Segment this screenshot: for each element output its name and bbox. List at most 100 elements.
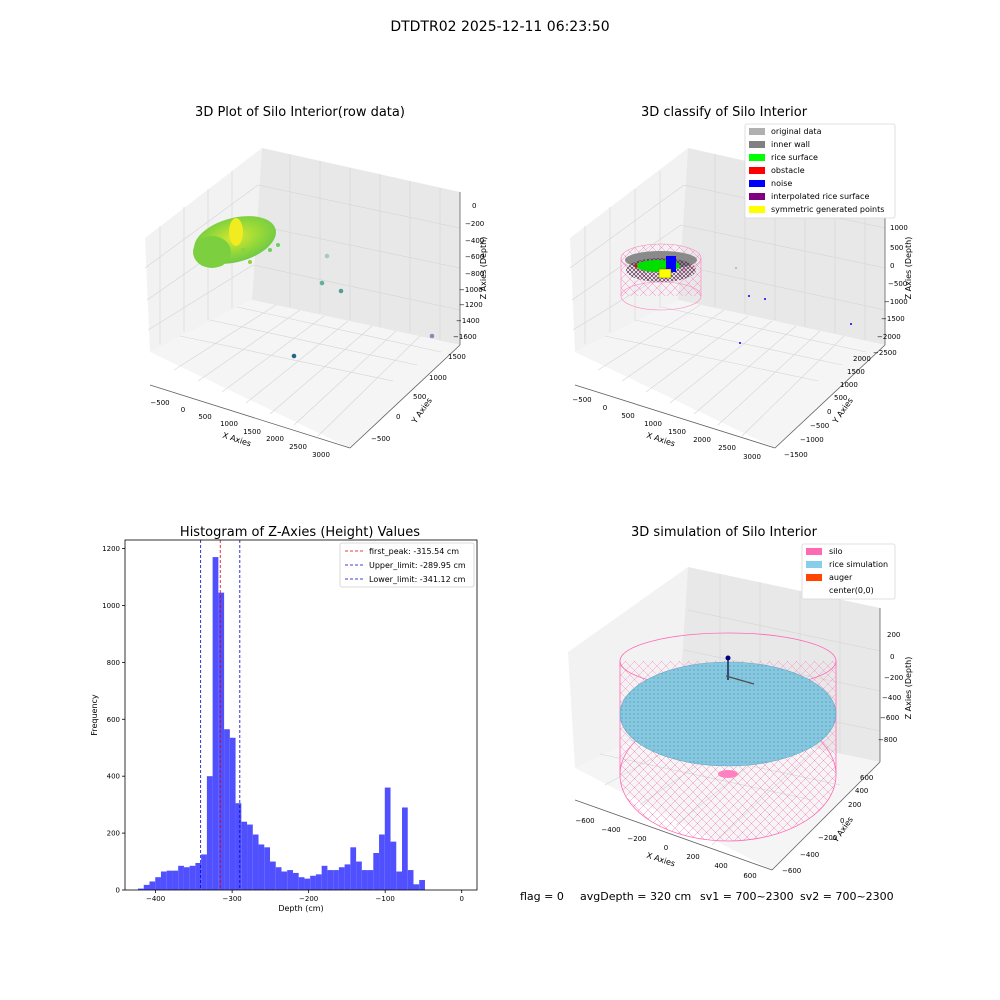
classify-xtick: 2000 <box>693 436 711 444</box>
classify-ytick: −1500 <box>784 451 808 459</box>
footer-sv1: sv1 = 700~2300 <box>700 890 794 903</box>
raw-xtick: 2500 <box>289 443 307 451</box>
sim-ytick: 400 <box>855 787 868 795</box>
raw-panes <box>145 148 460 448</box>
sim-xlabel: X Axies <box>645 851 676 869</box>
raw-ytick: 1000 <box>429 374 447 382</box>
raw-point <box>241 248 245 252</box>
raw-surface-bright <box>229 218 243 246</box>
hist-legend-label-upper: Upper_limit: -289.95 cm <box>369 561 466 570</box>
legend-swatch-noise <box>749 180 765 187</box>
hist-title: Histogram of Z-Axies (Height) Values <box>180 525 420 540</box>
hist-bar <box>350 847 357 890</box>
panel-raw-title: 3D Plot of Silo Interior(row data) <box>195 105 405 120</box>
panel-classify-title: 3D classify of Silo Interior <box>641 105 808 120</box>
hist-bar <box>344 864 351 890</box>
hist-bar <box>292 872 299 890</box>
hist-bar <box>229 737 236 890</box>
classify-ytick: 1000 <box>840 381 858 389</box>
classify-original-point <box>735 267 737 269</box>
legend-label-rice-surface: rice surface <box>771 153 818 162</box>
hist-xtick-label: −100 <box>376 895 395 903</box>
hist-x-ticks: −400 −300 −200 −100 0 <box>146 890 464 903</box>
classify-noise-point <box>850 323 852 325</box>
raw-point <box>291 353 297 359</box>
classify-x-ticks: −500 0 500 1000 1500 2000 2500 3000 <box>572 396 761 461</box>
classify-ytick: 2000 <box>853 355 871 363</box>
classify-noise-point <box>764 298 766 300</box>
sim-xtick: −200 <box>627 835 646 843</box>
raw-zlabel: Z Axies (Depth) <box>479 237 488 300</box>
sim-ztick: 0 <box>890 653 894 661</box>
hist-bar <box>252 834 259 890</box>
hist-bar <box>155 877 161 890</box>
hist-lines <box>200 540 241 890</box>
classify-ztick: 500 <box>890 244 903 252</box>
classify-zlabel: Z Axies (Depth) <box>904 237 913 300</box>
footer-stats: flag = 0 avgDepth = 320 cm sv1 = 700~230… <box>520 890 894 903</box>
hist-ytick-label: 1000 <box>102 602 120 610</box>
hist-ylabel: Frequency <box>90 694 99 736</box>
sim-legend: silo rice simulation auger center(0,0) <box>801 543 896 600</box>
hist-bar <box>298 877 305 890</box>
classify-xtick: 0 <box>603 404 607 412</box>
footer-sv2: sv2 = 700~2300 <box>800 890 894 903</box>
sim-ytick: −200 <box>818 834 837 842</box>
classify-ytick: −500 <box>810 422 829 430</box>
hist-ytick-label: 1200 <box>102 545 120 553</box>
legend-swatch-inner-wall <box>749 141 765 148</box>
hist-bar <box>327 870 334 890</box>
legend-label-original: original data <box>771 127 822 136</box>
classify-points <box>620 243 852 344</box>
hist-bars <box>138 557 425 890</box>
sim-x-ticks: −600 −400 −200 0 200 400 600 <box>575 817 756 880</box>
raw-ztick: −600 <box>465 253 484 261</box>
raw-ztick: −400 <box>465 237 484 245</box>
hist-bar <box>201 854 207 890</box>
panel-raw-3d: 3D Plot of Silo Interior(row data) <box>144 105 488 459</box>
hist-xlabel: Depth (cm) <box>278 904 323 913</box>
raw-ytick: 0 <box>396 413 400 421</box>
classify-ztick: −1500 <box>881 315 905 323</box>
classify-xtick: −500 <box>572 396 591 404</box>
sim-legend-label-auger: auger <box>829 573 853 582</box>
sim-legend-box <box>801 543 896 600</box>
raw-ztick: −800 <box>465 270 484 278</box>
raw-ztick: −200 <box>465 220 484 228</box>
raw-xtick: 3000 <box>312 451 330 459</box>
classify-ztick: −2500 <box>873 349 897 357</box>
sim-xtick: 0 <box>664 844 668 852</box>
raw-ztick: −1200 <box>459 301 483 309</box>
raw-ztick: 0 <box>472 202 476 210</box>
sim-ztick: −600 <box>880 714 899 722</box>
sim-center-marker <box>725 655 731 661</box>
hist-bar <box>206 776 213 890</box>
raw-x-ticks: −500 0 500 1000 1500 2000 2500 3000 <box>150 399 330 459</box>
hist-bar <box>247 824 253 890</box>
classify-ztick: −1000 <box>884 298 908 306</box>
sim-xtick: −400 <box>601 826 620 834</box>
hist-bar <box>333 870 339 890</box>
hist-legend-label-peak: first_peak: -315.54 cm <box>369 547 459 556</box>
hist-bar <box>310 875 316 890</box>
classify-obstacle-point <box>634 264 638 268</box>
raw-point <box>276 243 280 247</box>
hist-bar <box>160 871 167 890</box>
hist-bar <box>367 870 374 890</box>
classify-ztick: 0 <box>890 262 894 270</box>
hist-bar <box>361 870 368 890</box>
raw-xtick: 1500 <box>243 428 261 436</box>
hist-bar <box>218 592 225 890</box>
classify-ytick: 500 <box>834 394 847 402</box>
hist-bar <box>304 878 311 890</box>
classify-ztick: −500 <box>888 280 907 288</box>
hist-ytick-label: 0 <box>116 887 120 895</box>
sim-ytick: 600 <box>860 774 873 782</box>
hist-ytick-label: 400 <box>107 773 120 781</box>
hist-bar <box>143 884 150 890</box>
raw-y-ticks: −500 0 500 1000 1500 <box>371 353 466 443</box>
classify-noise-cluster <box>666 256 676 272</box>
raw-gridlines <box>144 154 461 437</box>
classify-y-ticks: −1500 −1000 −500 0 500 1000 1500 2000 <box>784 355 871 459</box>
sim-xtick: −600 <box>575 817 594 825</box>
